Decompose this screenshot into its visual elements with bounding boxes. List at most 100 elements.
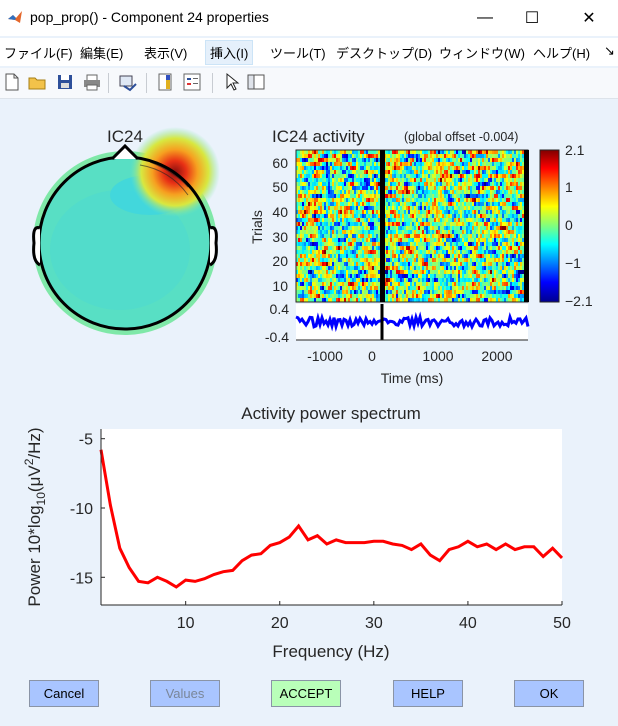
erp-image-cell <box>466 298 468 302</box>
erp-image-cell <box>514 190 516 194</box>
menu-tools[interactable]: ツール(T) <box>270 46 326 61</box>
open-folder-icon[interactable] <box>27 72 47 92</box>
x-tick-label: 30 <box>365 615 383 632</box>
pointer-icon[interactable] <box>222 72 242 92</box>
erp-image-cell <box>326 198 328 202</box>
erp-image-cell <box>354 290 356 294</box>
close-button[interactable]: ✕ <box>566 0 612 36</box>
erp-image-cell <box>296 174 298 178</box>
erp-image-cell <box>480 294 482 298</box>
erp-image-cell <box>392 250 394 254</box>
erp-image-cell <box>314 218 316 222</box>
erp-image-cell <box>296 206 298 210</box>
values-button[interactable]: Values <box>150 680 220 707</box>
erp-image-cell <box>486 174 488 178</box>
menu-view[interactable]: 表示(V) <box>144 46 188 61</box>
erp-image-cell <box>482 206 484 210</box>
erp-image-cell <box>512 258 514 262</box>
ok-button[interactable]: OK <box>514 680 584 707</box>
erp-image-cell <box>326 266 328 270</box>
erp-image-cell <box>356 266 358 270</box>
erp-image-cell <box>462 246 464 250</box>
erp-image-cell <box>388 170 390 174</box>
cancel-button[interactable]: Cancel <box>29 680 99 707</box>
erp-image-cell <box>482 254 484 258</box>
erp-image-cell <box>424 190 426 194</box>
property-editor-icon[interactable] <box>246 72 266 92</box>
legend-icon[interactable] <box>182 72 202 92</box>
erp-image-cell <box>498 190 500 194</box>
maximize-button[interactable]: ☐ <box>509 0 555 36</box>
erp-image-cell <box>484 214 486 218</box>
erp-image-cell <box>318 166 320 170</box>
erp-image-cell <box>368 174 370 178</box>
erp-image-cell <box>466 158 468 162</box>
erp-image-cell <box>376 150 378 154</box>
erp-image-cell <box>410 170 412 174</box>
erp-image-cell <box>482 166 484 170</box>
erp-image-cell <box>474 178 476 182</box>
erp-image-cell <box>342 162 344 166</box>
menu-file[interactable]: ファイル(F) <box>4 46 73 61</box>
erp-image-cell <box>412 166 414 170</box>
erp-image-cell <box>410 190 412 194</box>
help-button[interactable]: HELP <box>393 680 463 707</box>
erp-image-cell <box>352 170 354 174</box>
erp-image-cell <box>330 226 332 230</box>
menu-overflow[interactable]: ↘ <box>604 43 615 58</box>
erp-image-cell <box>354 214 356 218</box>
menu-desktop[interactable]: デスクトップ(D) <box>336 46 433 61</box>
erp-image-cell <box>472 174 474 178</box>
erp-image-cell <box>438 234 440 238</box>
erp-image-cell <box>372 186 374 190</box>
new-file-icon[interactable] <box>2 72 22 92</box>
erp-image-cell <box>370 174 372 178</box>
erp-image-cell <box>350 182 352 186</box>
erp-image-cell <box>330 174 332 178</box>
erp-image-cell <box>346 294 348 298</box>
erp-image-cell <box>370 226 372 230</box>
accept-button[interactable]: ACCEPT <box>271 680 341 707</box>
erp-image-cell <box>376 294 378 298</box>
erp-image-cell <box>424 286 426 290</box>
erp-image-cell <box>370 230 372 234</box>
link-plot-icon[interactable] <box>118 72 138 92</box>
erp-image-cell <box>326 250 328 254</box>
erp-image-cell <box>338 230 340 234</box>
erp-image-cell <box>318 298 320 302</box>
save-icon[interactable] <box>55 72 75 92</box>
erp-image-cell <box>346 230 348 234</box>
erp-image-cell <box>330 298 332 302</box>
print-icon[interactable] <box>82 72 102 92</box>
erp-image-cell <box>474 246 476 250</box>
erp-image-cell <box>496 238 498 242</box>
erp-image-cell <box>348 238 350 242</box>
erp-image-cell <box>392 186 394 190</box>
menu-edit[interactable]: 編集(E) <box>80 46 124 61</box>
erp-image-cell <box>522 250 524 254</box>
erp-image-cell <box>400 190 402 194</box>
erp-image-cell <box>358 274 360 278</box>
erp-image-cell <box>512 214 514 218</box>
colorbar-icon[interactable] <box>156 72 176 92</box>
erp-image-cell <box>480 178 482 182</box>
erp-image-cell <box>306 190 308 194</box>
minimize-button[interactable]: — <box>462 0 508 36</box>
erp-image-cell <box>300 198 302 202</box>
erp-image-cell <box>298 154 300 158</box>
erp-image-cell <box>500 286 502 290</box>
erp-image-cell <box>488 298 490 302</box>
menu-insert[interactable]: 挿入(I) <box>205 40 254 65</box>
erp-image-cell <box>300 250 302 254</box>
menu-window[interactable]: ウィンドウ(W) <box>439 46 525 61</box>
menu-help[interactable]: ヘルプ(H) <box>533 46 591 61</box>
erp-image-cell <box>354 258 356 262</box>
erp-image-cell <box>302 178 304 182</box>
erp-image-cell <box>304 154 306 158</box>
erp-image-cell <box>406 250 408 254</box>
erp-image-cell <box>398 294 400 298</box>
erp-image-cell <box>452 238 454 242</box>
erp-image-cell <box>418 202 420 206</box>
erp-image-cell <box>412 234 414 238</box>
erp-image-cell <box>332 206 334 210</box>
